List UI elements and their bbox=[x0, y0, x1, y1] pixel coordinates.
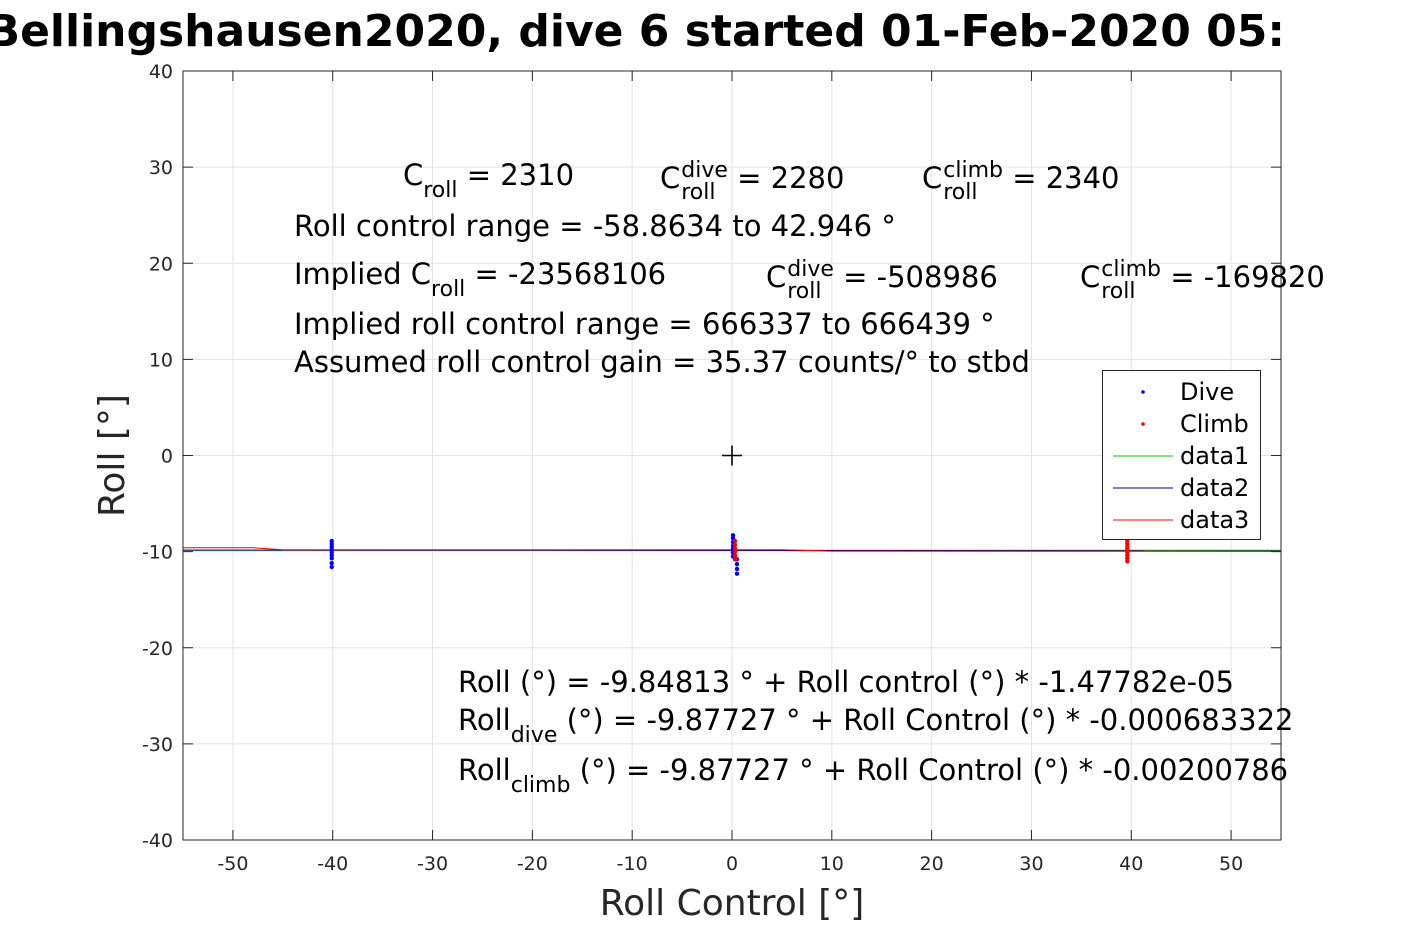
x-tick-label: 0 bbox=[726, 853, 738, 875]
data-point-dive bbox=[734, 561, 740, 567]
data-point-climb bbox=[1125, 559, 1130, 564]
series-line-data3 bbox=[183, 547, 1281, 552]
x-tick-label: 50 bbox=[1219, 853, 1243, 875]
roll-control-gain-text: Assumed roll control gain = 35.37 counts… bbox=[294, 345, 1030, 379]
data-point-dive bbox=[734, 571, 740, 576]
x-axis-label: Roll Control [°] bbox=[600, 883, 865, 924]
legend-item-dive: Dive bbox=[1103, 376, 1260, 408]
legend-item-data3: data3 bbox=[1103, 504, 1260, 536]
y-tick-label: 0 bbox=[161, 446, 173, 468]
y-tick-label: 40 bbox=[149, 61, 173, 83]
roll-control-range-text: Roll control range = -58.8634 to 42.946 … bbox=[294, 209, 896, 243]
data-point-climb bbox=[732, 538, 738, 544]
x-tick-label: -40 bbox=[317, 853, 348, 875]
x-tick-label: -10 bbox=[617, 853, 648, 875]
data-point-climb bbox=[732, 553, 738, 558]
y-tick-label: -10 bbox=[142, 542, 173, 564]
legend-item-data1: data1 bbox=[1103, 440, 1260, 472]
data-point-dive bbox=[734, 566, 740, 572]
y-axis-label: Roll [°] bbox=[92, 394, 133, 517]
data-layer bbox=[183, 533, 1281, 576]
data-point-dive bbox=[329, 564, 334, 570]
data-point-dive bbox=[329, 556, 334, 561]
dive-marker-icon bbox=[1141, 390, 1145, 394]
x-tick-label: 30 bbox=[1019, 853, 1043, 875]
y-tick-label: 30 bbox=[149, 157, 173, 179]
fit-all-equation: Roll (°) = -9.84813 ° + Roll control (°)… bbox=[458, 665, 1234, 699]
fit-dive-equation: Rolldive (°) = -9.87727 ° + Roll Control… bbox=[458, 703, 1294, 748]
y-tick-label: 20 bbox=[149, 253, 173, 275]
y-tick-label: 10 bbox=[149, 349, 173, 371]
data-point-climb bbox=[732, 549, 738, 554]
x-tick-label: 20 bbox=[920, 853, 944, 875]
y-tick-label: -30 bbox=[142, 734, 173, 756]
center-plus-marker bbox=[722, 445, 742, 466]
legend-item-climb: Climb bbox=[1103, 408, 1260, 440]
y-tick-label: -40 bbox=[142, 830, 173, 852]
x-tick-label: 10 bbox=[820, 853, 844, 875]
legend: Dive Climb data1 data2 data3 bbox=[1102, 370, 1261, 540]
figure-title: 58 Bellingshausen2020, dive 6 started 01… bbox=[0, 6, 1285, 57]
data-point-climb bbox=[732, 557, 738, 562]
data-point-climb bbox=[732, 542, 738, 548]
implied-croll-annotation: Implied Croll = -23568106 bbox=[294, 257, 667, 302]
implied-roll-control-range-text: Implied roll control range = 666337 to 6… bbox=[294, 307, 995, 341]
data2-line-icon bbox=[1113, 487, 1173, 489]
data-point-dive bbox=[329, 560, 334, 566]
legend-item-data2: data2 bbox=[1103, 472, 1260, 504]
ticks: -50 -40 -30 -20 -10 0 10 20 30 40 50 -40 -30 -20 -10 0 1… bbox=[142, 61, 1281, 875]
climb-marker-icon bbox=[1141, 422, 1145, 426]
x-tick-label: -20 bbox=[517, 853, 548, 875]
y-tick-label: -20 bbox=[142, 638, 173, 660]
croll-annotation: Croll = 2310 bbox=[403, 158, 575, 203]
x-tick-label: -50 bbox=[217, 853, 248, 875]
fit-climb-equation: Rollclimb (°) = -9.87727 ° + Roll Contro… bbox=[458, 753, 1289, 798]
x-tick-label: 40 bbox=[1119, 853, 1143, 875]
x-tick-label: -30 bbox=[417, 853, 448, 875]
data1-line-icon bbox=[1113, 455, 1173, 457]
data3-line-icon bbox=[1113, 519, 1173, 521]
